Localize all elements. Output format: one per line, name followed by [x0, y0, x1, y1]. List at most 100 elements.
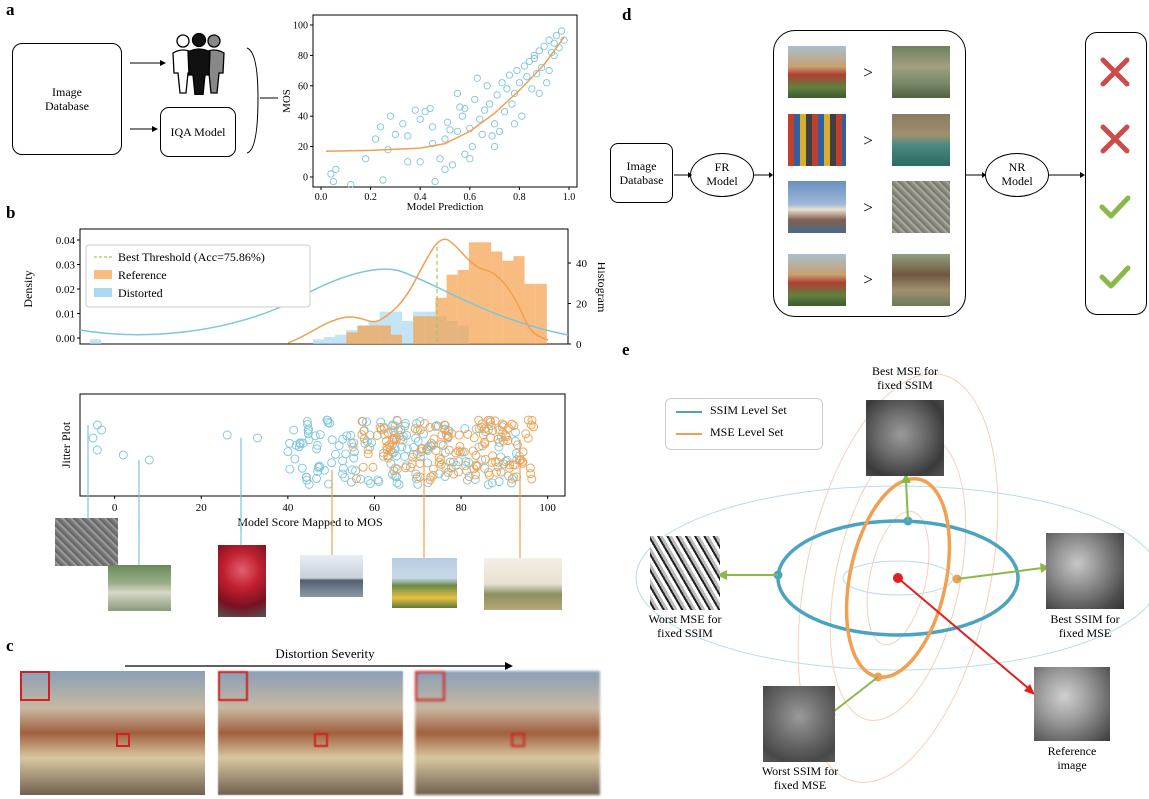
jitter-point-reference — [471, 450, 481, 460]
legend-threshold: Best Threshold (Acc=75.86%) — [118, 250, 265, 264]
scatter-point — [515, 79, 524, 87]
scatter-point — [530, 54, 538, 63]
woman-hat-thumbnail — [218, 545, 266, 617]
jitter-point-distorted — [393, 425, 403, 435]
scatter-point — [530, 51, 538, 60]
density-axis-label: Density — [21, 270, 35, 307]
x-tick-label: 0.8 — [513, 192, 526, 203]
scatter-point — [404, 158, 412, 166]
density-tick-label: 0.02 — [56, 284, 75, 296]
x-tick-label: 0.2 — [364, 192, 377, 203]
airplane-water-thumbnail — [300, 555, 363, 597]
jitter-x-tick-label: 100 — [539, 502, 556, 514]
jitter-point-distorted — [493, 462, 503, 472]
jitter-point-reference — [444, 445, 454, 455]
scatter-point — [513, 66, 521, 75]
jitter-x-tick-label: 80 — [456, 502, 468, 514]
density-tick-label: 0.04 — [56, 235, 76, 247]
jitter-point-reference — [441, 462, 451, 472]
jitter-point-reference — [454, 467, 463, 477]
x-tick-label: 0.0 — [315, 192, 328, 203]
jitter-point-reference — [415, 425, 425, 435]
street-thumbnail — [392, 558, 457, 608]
jitter-point-reference — [480, 454, 490, 464]
jitter-point-reference — [431, 446, 441, 456]
jitter-point-reference — [420, 419, 429, 428]
zoom-inset — [415, 671, 445, 701]
histogram-bar — [524, 283, 536, 344]
jitter-point-distorted — [310, 431, 320, 441]
histogram-bar — [90, 339, 102, 344]
jitter-point-distorted — [283, 447, 293, 457]
density-tick-label: 0.03 — [56, 260, 76, 272]
row3-greater-than: > — [863, 198, 873, 217]
histogram-tick-label: 40 — [576, 258, 588, 270]
histogram-bar — [335, 334, 347, 344]
histogram-bar — [435, 297, 447, 344]
jitter-point-reference — [436, 439, 446, 449]
density-tick-label: 0.01 — [56, 309, 75, 321]
panel-d-arrows — [674, 172, 1085, 178]
jitter-point-reference — [442, 430, 452, 440]
jitter-point-reference — [383, 450, 393, 460]
density-histogram-chart: 0.00 0.01 0.02 0.03 0.04 0 20 40 Density Histo… — [21, 228, 605, 350]
jitter-point-reference — [507, 474, 517, 484]
jitter-point-distorted — [401, 461, 411, 471]
jitter-point-reference — [382, 445, 392, 455]
jitter-point-distorted — [338, 463, 348, 473]
iqa-model-box: IQA Model — [160, 107, 236, 157]
jitter-point-distorted — [285, 464, 295, 474]
jitter-point-reference — [425, 422, 435, 432]
jitter-point-reference — [505, 460, 515, 470]
scatter-point — [436, 155, 444, 163]
scatter-point — [453, 127, 462, 136]
jitter-point-reference — [422, 444, 432, 454]
legend-reference: Reference — [118, 268, 167, 282]
jitter-point-reference — [351, 474, 361, 484]
jitter-point-reference — [455, 447, 465, 457]
jitter-plot-chart: 0 20 40 60 80 100 Jitter Plot Model Score Map… — [59, 393, 566, 530]
reference-caption: Reference image — [1047, 744, 1097, 772]
jitter-point-reference — [383, 428, 393, 438]
jitter-point-reference — [469, 433, 479, 443]
scatter-point — [535, 47, 543, 55]
histogram-bar — [368, 325, 380, 344]
jitter-point-distorted — [289, 425, 299, 435]
jitter-point-distorted — [430, 422, 440, 431]
jitter-point-reference — [392, 416, 402, 426]
jitter-point-reference — [523, 433, 533, 443]
scatter-point — [376, 123, 385, 131]
jitter-point-distorted — [349, 453, 359, 463]
histogram-tick-label: 20 — [576, 299, 588, 311]
jitter-point-distorted — [511, 427, 520, 437]
jitter-point-distorted — [434, 469, 444, 479]
mos-scatter-chart: 0.0 0.2 0.4 0.6 0.8 1.0 0 20 40 60 80 100 Model Pr… — [281, 14, 578, 213]
histogram-bar — [312, 339, 324, 344]
jitter-point-reference — [428, 470, 438, 480]
ssim-legend-swatch — [676, 411, 702, 413]
scatter-point — [461, 150, 469, 158]
jitter-point-distorted — [365, 442, 375, 452]
jitter-point-reference — [523, 415, 533, 425]
jitter-point-distorted — [423, 458, 432, 468]
scatter-point — [550, 39, 558, 47]
scatter-point — [543, 79, 551, 87]
jitter-point-reference — [408, 452, 417, 462]
panel-letter-c: c — [6, 636, 14, 655]
jitter-point-distorted — [323, 479, 333, 489]
jitter-point-reference — [363, 449, 373, 459]
jitter-point-reference — [454, 430, 464, 440]
jitter-point-distorted — [394, 479, 404, 489]
check-icon-2 — [1099, 265, 1131, 289]
histogram-bar — [402, 320, 414, 344]
distortion-severity-label: Distortion Severity — [275, 646, 375, 661]
jitter-point-reference — [416, 444, 426, 454]
jitter-point-reference — [483, 467, 493, 477]
row2-greater-than: > — [863, 131, 873, 150]
jitter-point-distorted — [342, 431, 352, 441]
jitter-point-reference — [358, 462, 368, 472]
row4-left-image — [788, 254, 846, 306]
jitter-point-reference — [461, 461, 471, 470]
jitter-point-reference — [521, 429, 531, 439]
jitter-point-reference — [410, 424, 420, 434]
